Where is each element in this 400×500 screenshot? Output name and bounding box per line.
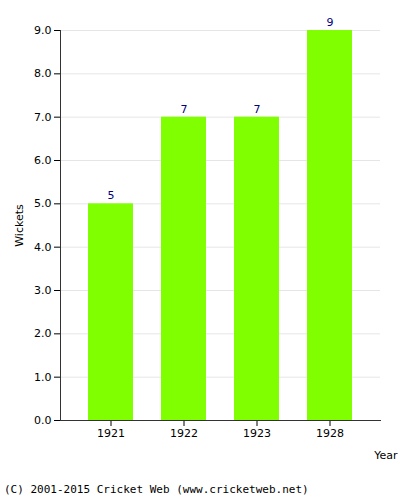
svg-text:Year: Year <box>373 449 398 462</box>
svg-text:4.0: 4.0 <box>34 241 52 254</box>
svg-text:5.0: 5.0 <box>34 197 52 210</box>
svg-text:8.0: 8.0 <box>34 67 52 80</box>
svg-text:9: 9 <box>327 16 334 29</box>
svg-text:7: 7 <box>181 103 188 116</box>
svg-text:6.0: 6.0 <box>34 154 52 167</box>
svg-text:1.0: 1.0 <box>34 371 52 384</box>
svg-text:1923: 1923 <box>243 427 271 440</box>
svg-text:5: 5 <box>108 189 115 202</box>
svg-text:7: 7 <box>254 103 261 116</box>
svg-text:2.0: 2.0 <box>34 327 52 340</box>
svg-text:1928: 1928 <box>316 427 344 440</box>
svg-text:7.0: 7.0 <box>34 111 52 124</box>
svg-text:1921: 1921 <box>97 427 125 440</box>
svg-text:0.0: 0.0 <box>34 414 52 427</box>
svg-text:1922: 1922 <box>170 427 198 440</box>
svg-text:Wickets: Wickets <box>13 204 26 247</box>
svg-text:9.0: 9.0 <box>34 24 52 37</box>
html-text:(C) 2001-2015 Cricket Web (www: (C) 2001-2015 Cricket Web (www.cricketwe… <box>4 483 309 496</box>
svg-text:3.0: 3.0 <box>34 284 52 297</box>
